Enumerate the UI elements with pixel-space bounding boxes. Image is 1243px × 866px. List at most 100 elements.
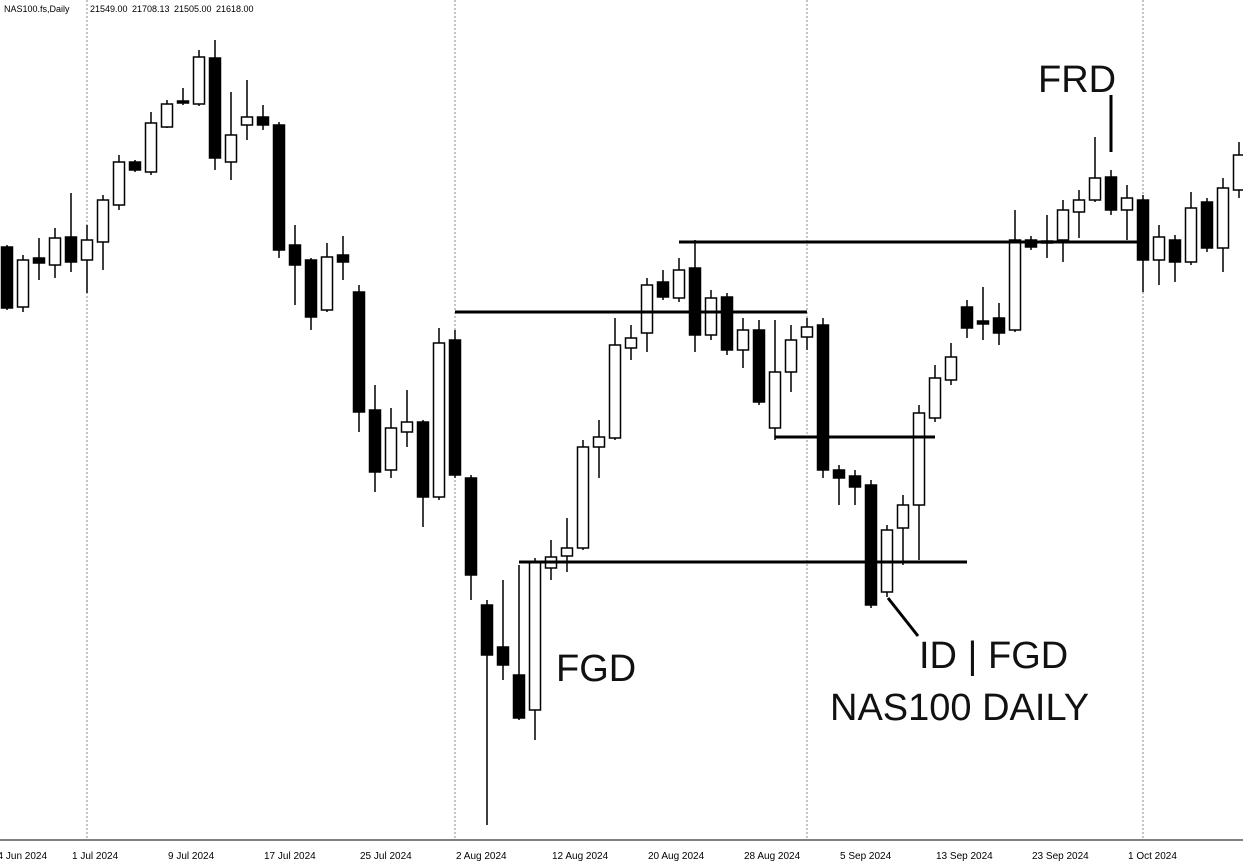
candle-body [688,267,702,336]
candle-body [144,122,158,173]
candle-body [336,254,350,263]
candle-body [16,259,30,308]
x-tick-label: 12 Aug 2024 [552,851,609,862]
x-tick-label: 5 Sep 2024 [840,851,892,862]
candle-body [240,116,254,126]
candle-body [816,324,830,471]
candle-body [32,257,46,264]
candle-body [224,134,238,163]
x-tick-label: 9 Jul 2024 [168,851,215,862]
header-ohlc: 21549.00 [90,4,128,14]
x-tick-label: 24 Jun 2024 [0,851,47,862]
candle-body [784,339,798,373]
candle-body [368,409,382,473]
candle-body [912,412,926,506]
annotation: FRD [1038,59,1116,101]
candle-body [432,342,446,498]
candle-body [1120,197,1134,211]
candle-body [1088,177,1102,201]
candle-body [416,421,430,498]
candle-body [128,161,142,171]
header-symbol: NAS100.fs,Daily [4,4,70,14]
candle-body [560,547,574,557]
candle-body [720,296,734,351]
x-tick-label: 25 Jul 2024 [360,851,412,862]
candle-body [928,377,942,419]
candle-body [64,236,78,263]
candle-body [256,116,270,126]
candle-body [464,477,478,576]
candle-body [1232,154,1243,191]
x-tick-label: 20 Aug 2024 [648,851,705,862]
candle-body [1072,199,1086,213]
candle-body [672,269,686,299]
candle-body [1168,239,1182,263]
candle-body [320,256,334,311]
candle-body [736,329,750,351]
x-tick-label: 13 Sep 2024 [936,851,993,862]
candle-body [352,291,366,413]
candle-body [208,57,222,159]
header-ohlc: 21618.00 [216,4,254,14]
candle-body [48,237,62,266]
candle-body [592,436,606,448]
x-tick-label: 28 Aug 2024 [744,851,801,862]
candle-body [528,561,542,711]
candle-body [96,199,110,243]
x-tick-label: 1 Jul 2024 [72,851,119,862]
candle-body [1008,239,1022,331]
candle-body [1136,199,1150,261]
candle-body [768,371,782,429]
annotation: NAS100 DAILY [830,687,1089,729]
candle-body [992,317,1006,334]
candle-body [1104,176,1118,211]
candle-body [576,446,590,549]
candle-body [960,306,974,329]
candle-body [944,356,958,381]
candle-body [1200,201,1214,249]
candle-body [400,421,414,433]
candle-body [112,161,126,206]
candle-body [448,339,462,476]
candle-body [896,504,910,529]
candle-body [1152,236,1166,261]
candle-body [1216,187,1230,249]
header-ohlc: 21708.13 [132,4,170,14]
candle-body [80,239,94,261]
candle-body [640,284,654,334]
candle-body [976,320,990,325]
candle-body [752,329,766,403]
candle-body [848,475,862,488]
header-ohlc: 21505.00 [174,4,212,14]
candle-body [1056,209,1070,241]
candle-body [1184,207,1198,263]
candle-body [160,103,174,128]
plot [0,40,1243,825]
candle-body [304,259,318,318]
x-tick-label: 23 Sep 2024 [1032,851,1089,862]
candle-body [656,281,670,298]
candle-body [800,326,814,338]
candle-body [480,604,494,656]
candle-body [192,56,206,105]
x-tick-label: 1 Oct 2024 [1128,851,1177,862]
candle-body [0,246,14,309]
candle-body [608,344,622,439]
candle-body [624,337,638,349]
annotation: ID | FGD [919,635,1068,677]
candle-body [864,484,878,606]
x-tick-label: 17 Jul 2024 [264,851,316,862]
candle-body [272,124,286,251]
candle-body [176,100,190,104]
candle-body [496,646,510,666]
candle-body [288,244,302,266]
candle-body [832,469,846,479]
separators [86,0,1144,840]
candle-body [512,674,526,719]
annotation: FGD [556,648,636,690]
candle-body [384,427,398,471]
x-tick-label: 2 Aug 2024 [456,851,507,862]
pointer [886,597,920,637]
